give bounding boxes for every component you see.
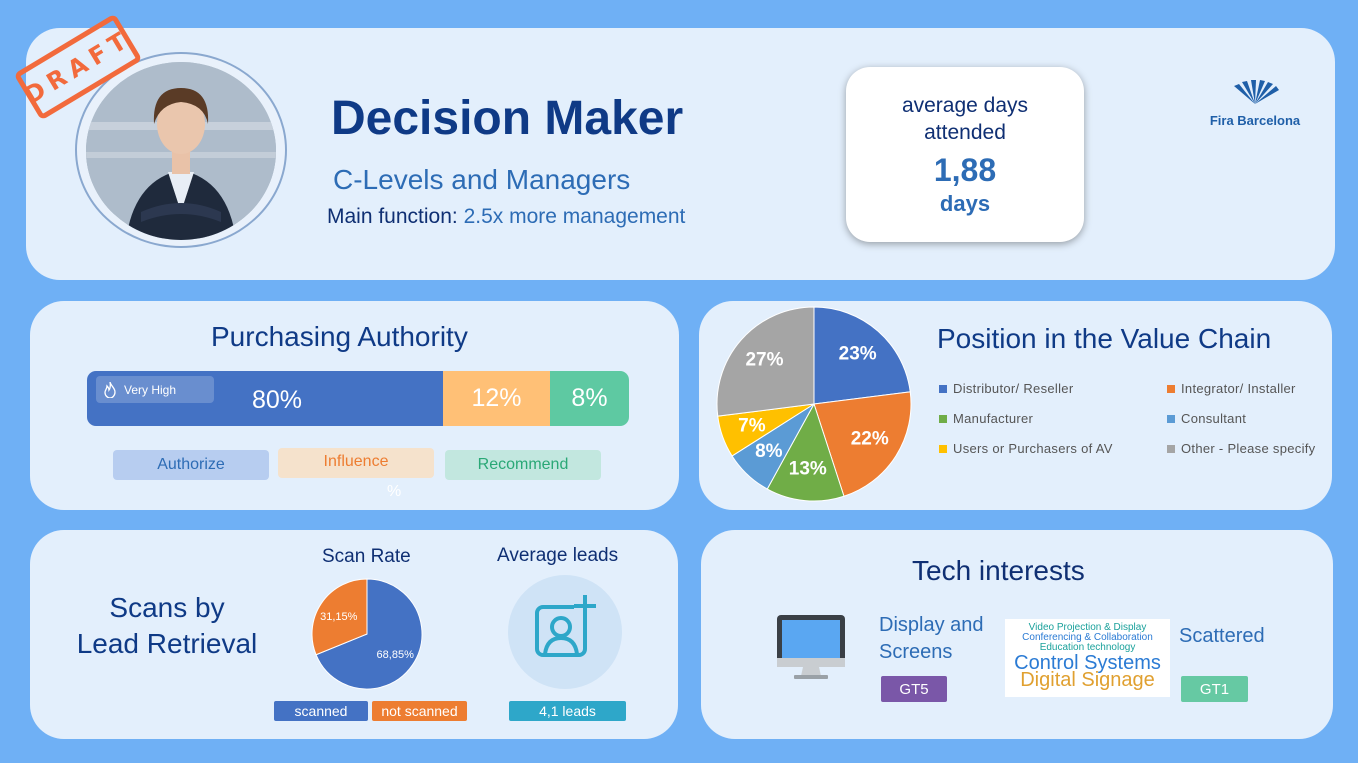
gt1-tag: GT1 xyxy=(1181,676,1248,702)
pie-slice-scanned xyxy=(315,578,423,690)
pie-label: 22% xyxy=(851,428,889,449)
display-screens-line2: Screens xyxy=(879,641,953,663)
purchasing-stacked-bar: 80% 12% 8% xyxy=(87,371,629,426)
not-scanned-label: not scanned xyxy=(372,701,467,721)
display-screens-label: Display and Screens xyxy=(879,612,984,666)
average-leads-circle xyxy=(508,575,622,689)
legend-label: Distributor/ Reseller xyxy=(953,381,1074,396)
legend-authorize: Authorize xyxy=(113,450,269,480)
scan-rate-title: Scan Rate xyxy=(322,546,411,567)
logo-text: Fira Barcelona xyxy=(1209,113,1301,128)
fira-logo-icon xyxy=(1234,80,1279,104)
value-chain-card: 23% 22% 13% 8% 7% 27% Position in the Value C… xyxy=(699,301,1332,510)
profile-photo xyxy=(86,62,276,240)
pie-slice-not-scanned xyxy=(311,578,368,656)
legend-consultant: Consultant xyxy=(1167,411,1246,426)
pie-slice-other-please-specify xyxy=(716,306,815,417)
page-title: Decision Maker xyxy=(331,92,684,145)
pie-label: 23% xyxy=(839,343,877,364)
scans-title-line2: Lead Retrieval xyxy=(76,628,258,659)
flame-icon xyxy=(104,381,116,398)
fira-barcelona-logo: Fira Barcelona xyxy=(1205,80,1305,128)
legend-recommend: Recommend xyxy=(445,450,601,480)
average-days-value: 1,88 xyxy=(933,152,997,188)
pie-slice-distributor-reseller xyxy=(813,306,911,405)
bar-label-influence: 12% xyxy=(471,384,522,412)
main-function: Main function: 2.5x more management xyxy=(327,205,685,229)
bar-segment-influence: 12% xyxy=(443,371,550,426)
legend-integrator: Integrator/ Installer xyxy=(1167,381,1296,396)
very-high-badge: Very High xyxy=(96,376,214,403)
legend-swatch xyxy=(939,384,947,393)
legend-label: Other - Please specify xyxy=(1181,441,1316,456)
main-function-value: 2.5x more management xyxy=(463,205,686,228)
average-days-label: average days attended xyxy=(901,94,1029,144)
pie-label: 7% xyxy=(738,415,766,436)
scanned-label: scanned xyxy=(274,701,368,721)
pie-label: 8% xyxy=(755,441,783,462)
bar-segment-authorize: 80% xyxy=(87,371,443,426)
pie-label: 68,85% xyxy=(377,649,415,661)
legend-swatch xyxy=(939,444,947,453)
legend-label: Manufacturer xyxy=(953,411,1034,426)
legend-label: Users or Purchasers of AV xyxy=(953,441,1113,456)
pie-label: 13% xyxy=(789,459,827,480)
wordcloud-word: Control Systems xyxy=(1014,652,1161,674)
pie-slice-integrator-installer xyxy=(813,391,912,497)
wordcloud-word: Digital Signage xyxy=(1020,669,1155,691)
wordcloud-word: Video Projection & Display xyxy=(1028,622,1147,633)
value-chain-title: Position in the Value Chain xyxy=(937,323,1272,354)
bar-segment-recommend: 8% xyxy=(550,371,629,426)
legend-label: Integrator/ Installer xyxy=(1181,381,1296,396)
average-leads-title: Average leads xyxy=(497,545,619,566)
legend-swatch xyxy=(1167,444,1175,453)
tech-interests-title: Tech interests xyxy=(912,555,1085,586)
legend-manufacturer: Manufacturer xyxy=(939,411,1033,426)
add-contact-icon xyxy=(535,595,598,657)
purchasing-authority-title: Purchasing Authority xyxy=(211,321,468,352)
average-days-box: average days attended 1,88 days xyxy=(846,67,1084,242)
very-high-label: Very High xyxy=(124,382,177,397)
legend-swatch xyxy=(939,414,947,423)
tech-wordcloud: Video Projection & Display Conferencing … xyxy=(1005,619,1170,697)
pie-label: 27% xyxy=(745,349,783,370)
scattered-label: Scattered xyxy=(1179,625,1265,647)
tech-interests-card: Tech interests Display and Screens GT5 V… xyxy=(701,530,1333,739)
bar-label-authorize: 80% xyxy=(251,386,303,414)
bar-label-recommend: 8% xyxy=(571,384,608,412)
monitor-icon xyxy=(777,615,845,679)
scans-title: Scans by Lead Retrieval xyxy=(72,590,262,662)
legend-swatch xyxy=(1167,384,1175,393)
legend-swatch xyxy=(1167,414,1175,423)
legend-users: Users or Purchasers of AV xyxy=(939,441,1113,456)
page-subtitle: C-Levels and Managers xyxy=(333,164,631,195)
average-days-unit: days xyxy=(939,191,991,216)
stray-percent: % xyxy=(387,483,402,500)
pie-slice-manufacturer xyxy=(766,402,845,502)
wordcloud-word: Conferencing & Collaboration xyxy=(1022,632,1153,643)
scans-title-line1: Scans by xyxy=(109,592,225,623)
value-chain-pie-chart: 23% 22% 13% 8% 7% 27% xyxy=(716,306,912,502)
main-function-label: Main function: xyxy=(327,205,458,228)
legend-distributor: Distributor/ Reseller xyxy=(939,381,1073,396)
scan-rate-pie-chart: 68,85% 31,15% xyxy=(311,578,423,690)
display-screens-line1: Display and xyxy=(879,614,984,636)
legend-influence: Influence xyxy=(278,448,434,478)
purchasing-authority-card: Purchasing Authority 80% 12% 8% Very Hig… xyxy=(30,301,679,510)
scans-card: Scans by Lead Retrieval Scan Rate Averag… xyxy=(30,530,678,739)
leads-value-label: 4,1 leads xyxy=(509,701,626,721)
gt5-tag: GT5 xyxy=(881,676,947,702)
legend-other: Other - Please specify xyxy=(1167,441,1316,456)
legend-label: Consultant xyxy=(1181,411,1247,426)
pie-label: 31,15% xyxy=(320,611,358,623)
wordcloud-word: Education technology xyxy=(1039,642,1136,653)
